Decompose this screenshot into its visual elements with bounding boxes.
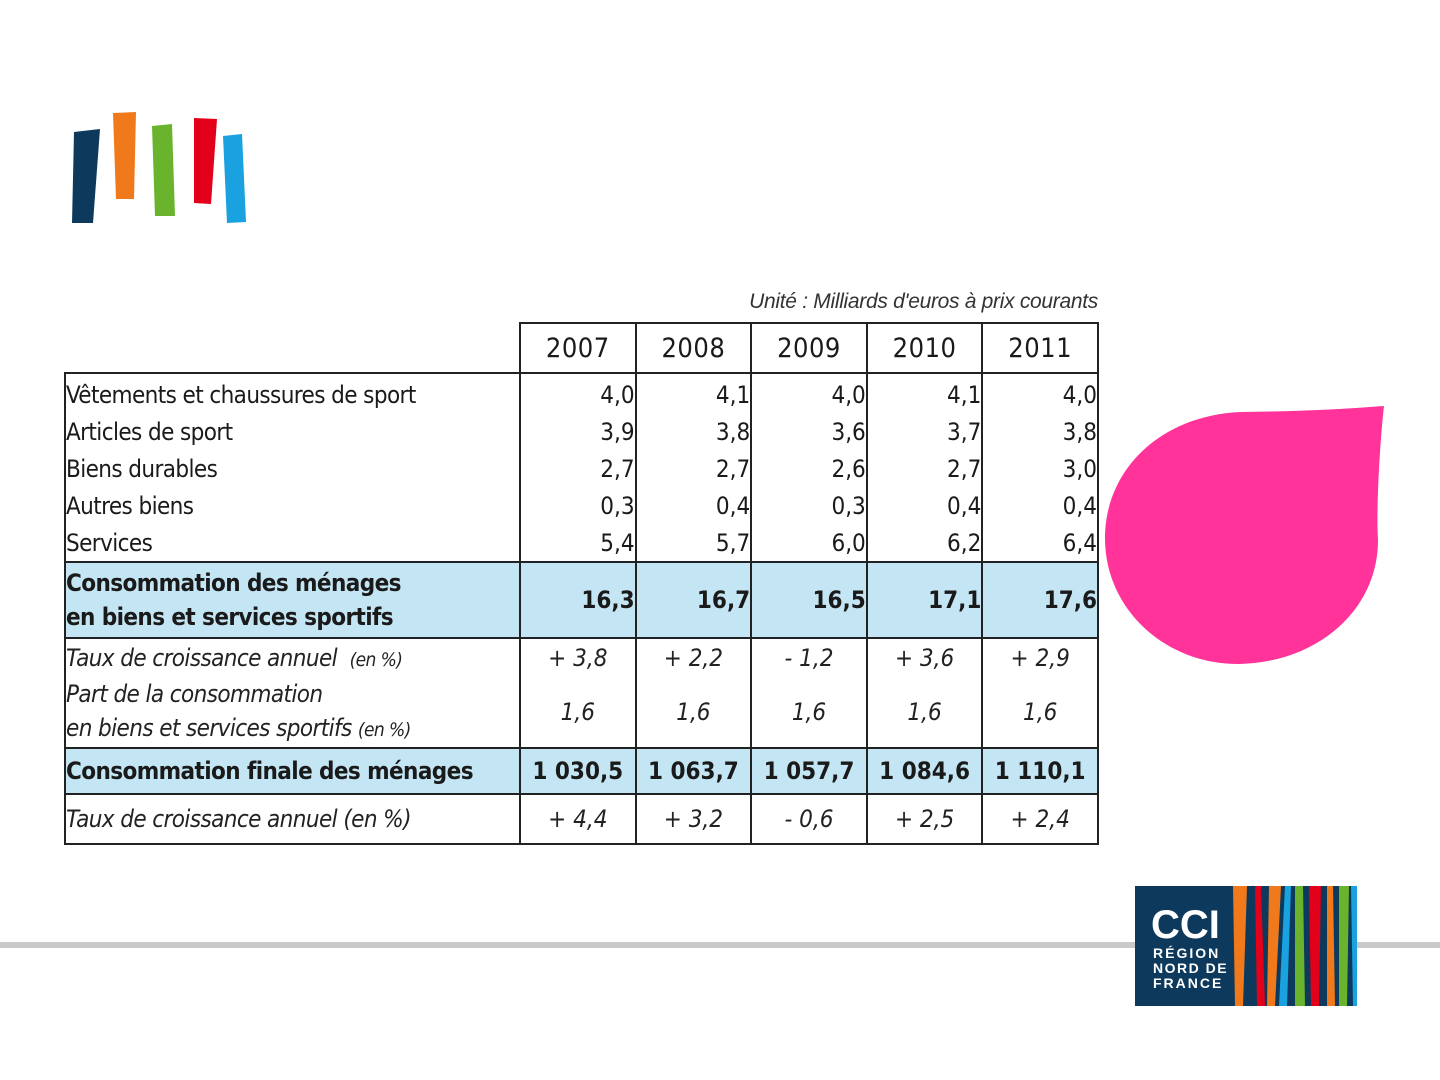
logo-bar-red — [194, 118, 217, 204]
cell-value: 0,4 — [865, 487, 984, 524]
footer-divider — [0, 942, 1440, 948]
cell-value: 17,1 — [865, 561, 984, 639]
row-label: Taux de croissance annuel (en %) — [64, 794, 521, 845]
cell-value: 1,6 — [634, 677, 753, 748]
row-label: Services — [64, 524, 521, 562]
cell-value: 16,5 — [750, 561, 868, 639]
row-label: Consommation finale des ménages — [64, 747, 521, 795]
final-growth-row: Taux de croissance annuel (en %) + 4,4 +… — [64, 794, 1099, 845]
row-label: Autres biens — [64, 487, 521, 524]
cell-value: + 2,5 — [865, 794, 984, 845]
cell-value: 0,4 — [981, 487, 1099, 524]
cell-value: 3,0 — [981, 450, 1099, 487]
row-label: Part de la consommation en biens et serv… — [64, 677, 521, 748]
header-row: 2007 2008 2009 2010 2011 — [65, 322, 1099, 373]
table-row: Vêtements et chaussures de sport 4,0 4,1… — [64, 372, 1099, 413]
row-label: Biens durables — [64, 450, 521, 487]
cell-value: 4,1 — [634, 372, 753, 413]
cell-value: 4,0 — [519, 372, 637, 413]
cell-value: + 2,4 — [981, 794, 1099, 845]
cell-value: 1 057,7 — [750, 747, 868, 795]
row-label: Consommation des ménages en biens et ser… — [64, 561, 521, 639]
cell-value: 4,1 — [865, 372, 984, 413]
cci-logo-text: NORD DE — [1153, 960, 1228, 976]
cell-value: 2,7 — [634, 450, 753, 487]
cell-value: 4,0 — [981, 372, 1099, 413]
cell-value: 1,6 — [981, 677, 1099, 748]
cell-value: 1,6 — [519, 677, 637, 748]
cell-value: 1 030,5 — [519, 747, 637, 795]
unit-note: Unité : Milliards d'euros à prix courant… — [749, 290, 1098, 313]
cell-value: 5,7 — [634, 524, 753, 562]
cell-value: 6,4 — [981, 524, 1099, 562]
year-header: 2009 — [750, 322, 868, 373]
cell-value: 6,0 — [750, 524, 868, 562]
pink-petal-shape — [1104, 406, 1384, 665]
year-header: 2008 — [634, 322, 753, 373]
logo-bar-orange — [113, 112, 136, 199]
cell-value: 6,2 — [865, 524, 984, 562]
cell-value: + 4,4 — [519, 794, 637, 845]
table-row: Services 5,4 5,7 6,0 6,2 6,4 — [64, 524, 1099, 562]
year-header: 2010 — [865, 322, 984, 373]
cell-value: 1,6 — [750, 677, 868, 748]
cell-value: - 1,2 — [750, 638, 868, 677]
table-row: Autres biens 0,3 0,4 0,3 0,4 0,4 — [64, 487, 1099, 524]
table-row: Biens durables 2,7 2,7 2,6 2,7 3,0 — [64, 450, 1099, 487]
cell-value: + 2,2 — [634, 638, 753, 677]
logo-bar-green — [152, 124, 175, 216]
cell-value: 1 084,6 — [865, 747, 984, 795]
cell-value: 16,3 — [519, 561, 637, 639]
table-row: Articles de sport 3,9 3,8 3,6 3,7 3,8 — [64, 413, 1099, 450]
sport-share-row: Part de la consommation en biens et serv… — [64, 677, 1099, 748]
sport-growth-row: Taux de croissance annuel (en %) + 3,8 +… — [64, 638, 1099, 677]
cci-logo-text: CCI — [1151, 903, 1220, 947]
cell-value: 2,6 — [750, 450, 868, 487]
cci-region-logo: CCI RÉGION NORD DE FRANCE — [1135, 886, 1357, 1006]
cell-value: 16,7 — [634, 561, 753, 639]
sport-consumption-total-row: Consommation des ménages en biens et ser… — [64, 561, 1099, 639]
final-consumption-row: Consommation finale des ménages 1 030,5 … — [64, 747, 1099, 795]
cell-value: 3,8 — [981, 413, 1099, 450]
cell-value: 0,3 — [750, 487, 868, 524]
row-label: Vêtements et chaussures de sport — [64, 372, 521, 413]
cell-value: 5,4 — [519, 524, 637, 562]
cci-logo-text: RÉGION — [1153, 945, 1220, 961]
cell-value: 3,8 — [634, 413, 753, 450]
cell-value: 1 063,7 — [634, 747, 753, 795]
row-label: Articles de sport — [64, 413, 521, 450]
cell-value: + 3,8 — [519, 638, 637, 677]
cell-value: 3,7 — [865, 413, 984, 450]
year-header: 2011 — [981, 322, 1099, 373]
brand-logo-bars — [72, 112, 246, 223]
cci-logo-text: FRANCE — [1153, 975, 1223, 991]
cell-value: 3,6 — [750, 413, 868, 450]
cell-value: 2,7 — [519, 450, 637, 487]
cell-value: + 3,6 — [865, 638, 984, 677]
cell-value: 3,9 — [519, 413, 637, 450]
cell-value: 1,6 — [865, 677, 984, 748]
year-header: 2007 — [519, 322, 637, 373]
cell-value: - 0,6 — [750, 794, 868, 845]
cell-value: + 3,2 — [634, 794, 753, 845]
row-label: Taux de croissance annuel (en %) — [64, 638, 521, 677]
logo-bar-blue — [223, 134, 246, 223]
cell-value: 0,3 — [519, 487, 637, 524]
sport-consumption-table: 2007 2008 2009 2010 2011 Vêtements et ch… — [64, 322, 1099, 845]
cell-value: 2,7 — [865, 450, 984, 487]
logo-bar-navy — [72, 129, 100, 223]
cell-value: 4,0 — [750, 372, 868, 413]
cell-value: 1 110,1 — [981, 747, 1099, 795]
cell-value: + 2,9 — [981, 638, 1099, 677]
cell-value: 17,6 — [981, 561, 1099, 639]
cell-value: 0,4 — [634, 487, 753, 524]
